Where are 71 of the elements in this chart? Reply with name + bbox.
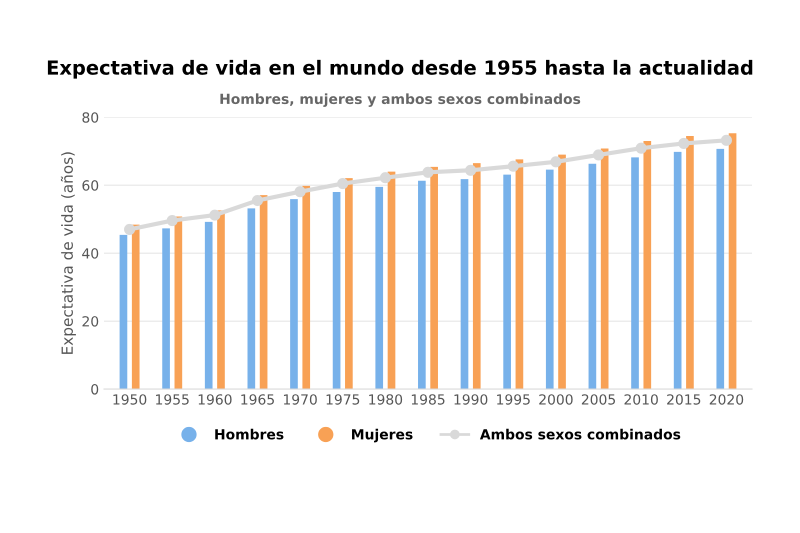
x-tick-label: 1955 <box>156 394 189 405</box>
point <box>294 186 306 198</box>
y-axis-title: Expectativa de vida (años) <box>60 152 76 354</box>
x-tick-label: 1950 <box>113 394 146 405</box>
bar <box>588 164 596 390</box>
bar <box>460 179 468 390</box>
bar <box>302 186 310 390</box>
x-tick-label: 1990 <box>454 394 488 405</box>
point <box>380 172 391 184</box>
y-tick-label: 40 <box>82 248 98 259</box>
point <box>508 160 519 172</box>
legend-label: Mujeres <box>352 428 413 442</box>
point <box>678 138 690 149</box>
bar <box>728 133 736 390</box>
bar <box>132 224 140 390</box>
bar <box>162 228 170 390</box>
bar <box>674 152 682 390</box>
x-tick-label: 1970 <box>284 394 317 405</box>
x-tick-label: 1960 <box>198 394 232 405</box>
y-tick-label: 80 <box>82 112 98 123</box>
bar <box>248 208 256 390</box>
chart-subtitle: Hombres, mujeres y ambos sexos combinados <box>220 93 580 107</box>
bar <box>388 172 396 390</box>
bar <box>174 216 182 390</box>
bar <box>546 170 554 390</box>
bar <box>260 195 268 390</box>
point <box>337 178 348 190</box>
bar <box>332 192 340 390</box>
bar <box>375 186 384 390</box>
x-tick-label: 2015 <box>667 394 700 405</box>
y-tick-label: 0 <box>91 384 98 395</box>
bar <box>631 157 639 390</box>
bar <box>686 136 694 390</box>
bar <box>503 174 511 390</box>
point <box>550 156 562 168</box>
point <box>720 134 732 146</box>
bar <box>418 180 426 390</box>
bar <box>290 199 298 390</box>
bar <box>643 141 652 390</box>
x-tick-label: 1975 <box>326 394 360 405</box>
x-tick-label: 1965 <box>241 394 274 405</box>
point <box>252 194 264 206</box>
x-tick-label: 1995 <box>497 394 530 405</box>
x-tick-label: 1985 <box>412 394 444 405</box>
bar <box>472 163 481 390</box>
bar <box>600 148 608 390</box>
legend-label: Ambos sexos combinados <box>480 428 680 440</box>
point <box>166 215 178 226</box>
y-tick-label: 60 <box>82 180 98 191</box>
point <box>422 166 434 178</box>
bar <box>345 178 353 390</box>
bar <box>430 166 438 390</box>
x-tick-label: 2020 <box>710 394 744 405</box>
legend-label: Hombres <box>215 428 284 440</box>
bar <box>217 210 225 390</box>
bar <box>204 222 213 390</box>
bar <box>516 159 524 390</box>
bar <box>716 148 724 390</box>
point <box>592 149 604 161</box>
bar <box>558 154 566 390</box>
x-tick-label: 2010 <box>624 394 658 405</box>
x-tick-label: 2000 <box>539 394 573 405</box>
y-tick-label: 20 <box>82 316 98 327</box>
point <box>465 164 476 176</box>
x-tick-label: 1980 <box>369 394 402 405</box>
x-tick-label: 2005 <box>582 394 615 405</box>
point <box>209 210 220 221</box>
chart-title: Expectativa de vida en el mundo desde 1955 hasta la actualidad <box>48 60 752 79</box>
point <box>636 142 647 154</box>
bar <box>120 234 128 390</box>
point <box>124 224 136 235</box>
